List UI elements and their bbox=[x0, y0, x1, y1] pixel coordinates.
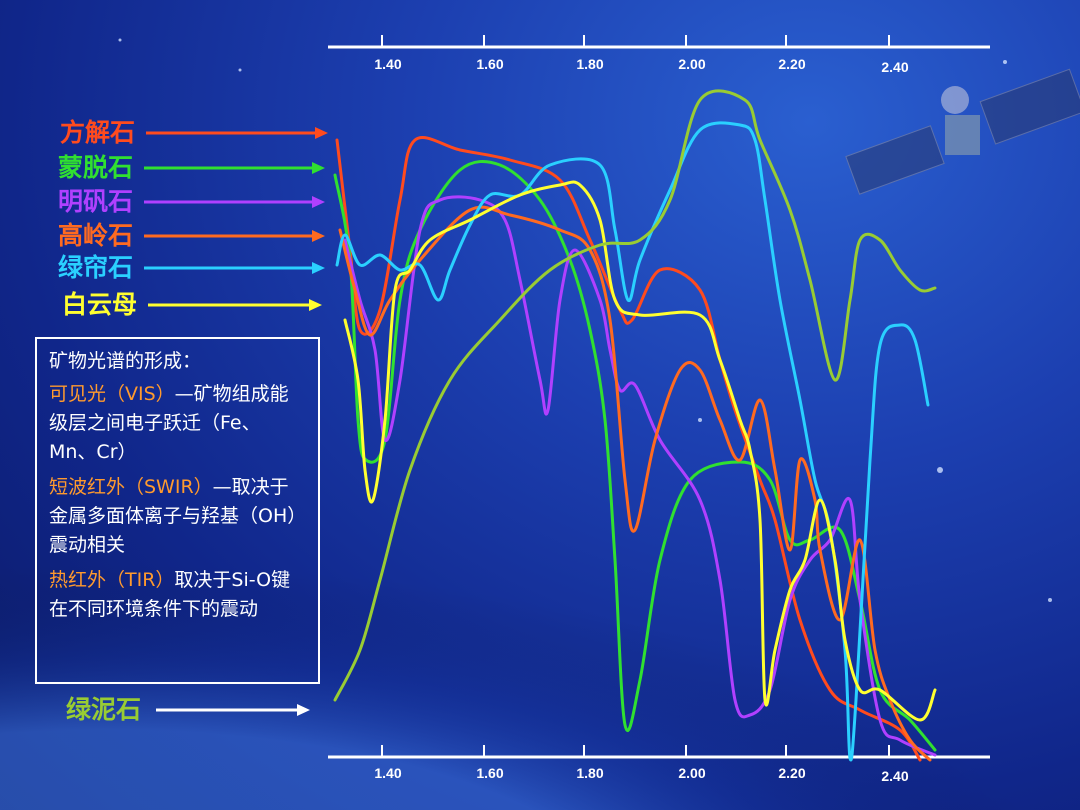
tick-label: 2.20 bbox=[778, 56, 805, 72]
spectrum-curve bbox=[335, 136, 922, 762]
tick-label: 2.40 bbox=[881, 768, 908, 784]
spectrum-curve bbox=[338, 205, 932, 762]
tick-label: 1.80 bbox=[576, 765, 603, 781]
info-label: 短波红外（SWIR） bbox=[49, 476, 213, 498]
spectrum-curve bbox=[333, 89, 937, 702]
info-title: 矿物光谱的形成： bbox=[49, 350, 202, 372]
arrow-head bbox=[315, 127, 328, 139]
arrow-head bbox=[312, 230, 325, 242]
info-text: —矿物组成能级层之间电子跃迁（Fe、Mn、Cr） bbox=[49, 383, 289, 463]
mineral-label: 绿泥石 bbox=[66, 695, 142, 724]
mineral-label: 明矾石 bbox=[58, 187, 134, 216]
tick-label: 2.00 bbox=[678, 765, 705, 781]
arrow-head bbox=[312, 262, 325, 274]
tick-label: 1.80 bbox=[576, 56, 603, 72]
spectrum-curve bbox=[343, 180, 937, 722]
arrow-head bbox=[312, 162, 325, 174]
arrow-head bbox=[309, 299, 322, 311]
mineral-label: 高岭石 bbox=[58, 221, 134, 250]
info-box: 矿物光谱的形成： 可见光（VIS）—矿物组成能级层之间电子跃迁（Fe、Mn、Cr… bbox=[35, 337, 320, 684]
mineral-label: 绿帘石 bbox=[58, 253, 134, 282]
mineral-label: 方解石 bbox=[60, 118, 136, 147]
tick-label: 2.20 bbox=[778, 765, 805, 781]
tick-label: 2.00 bbox=[678, 56, 705, 72]
arrow-head bbox=[297, 704, 310, 716]
info-text: —取决于金属多面体离子与羟基（OH）震动相关 bbox=[49, 476, 297, 556]
mineral-label: 蒙脱石 bbox=[58, 153, 134, 182]
info-item: 短波红外（SWIR）—取决于金属多面体离子与羟基（OH）震动相关 bbox=[49, 473, 306, 560]
tick-label: 1.40 bbox=[374, 765, 401, 781]
info-item: 可见光（VIS）—矿物组成能级层之间电子跃迁（Fe、Mn、Cr） bbox=[49, 380, 306, 467]
stars bbox=[118, 38, 1052, 602]
satellite bbox=[845, 68, 1080, 195]
tick-label: 1.40 bbox=[374, 56, 401, 72]
info-label: 可见光（VIS） bbox=[49, 383, 175, 405]
arrow-head bbox=[312, 196, 325, 208]
tick-label: 1.60 bbox=[476, 765, 503, 781]
tick-label: 2.40 bbox=[881, 59, 908, 75]
mineral-label: 白云母 bbox=[62, 290, 138, 319]
info-item: 热红外（TIR）取决于Si-O键在不同环境条件下的震动 bbox=[49, 566, 306, 624]
spectrum-curve bbox=[335, 121, 930, 762]
info-label: 热红外（TIR） bbox=[49, 569, 175, 591]
info-text: 取决于Si-O键在不同环境条件下的震动 bbox=[49, 569, 291, 620]
tick-label: 1.60 bbox=[476, 56, 503, 72]
